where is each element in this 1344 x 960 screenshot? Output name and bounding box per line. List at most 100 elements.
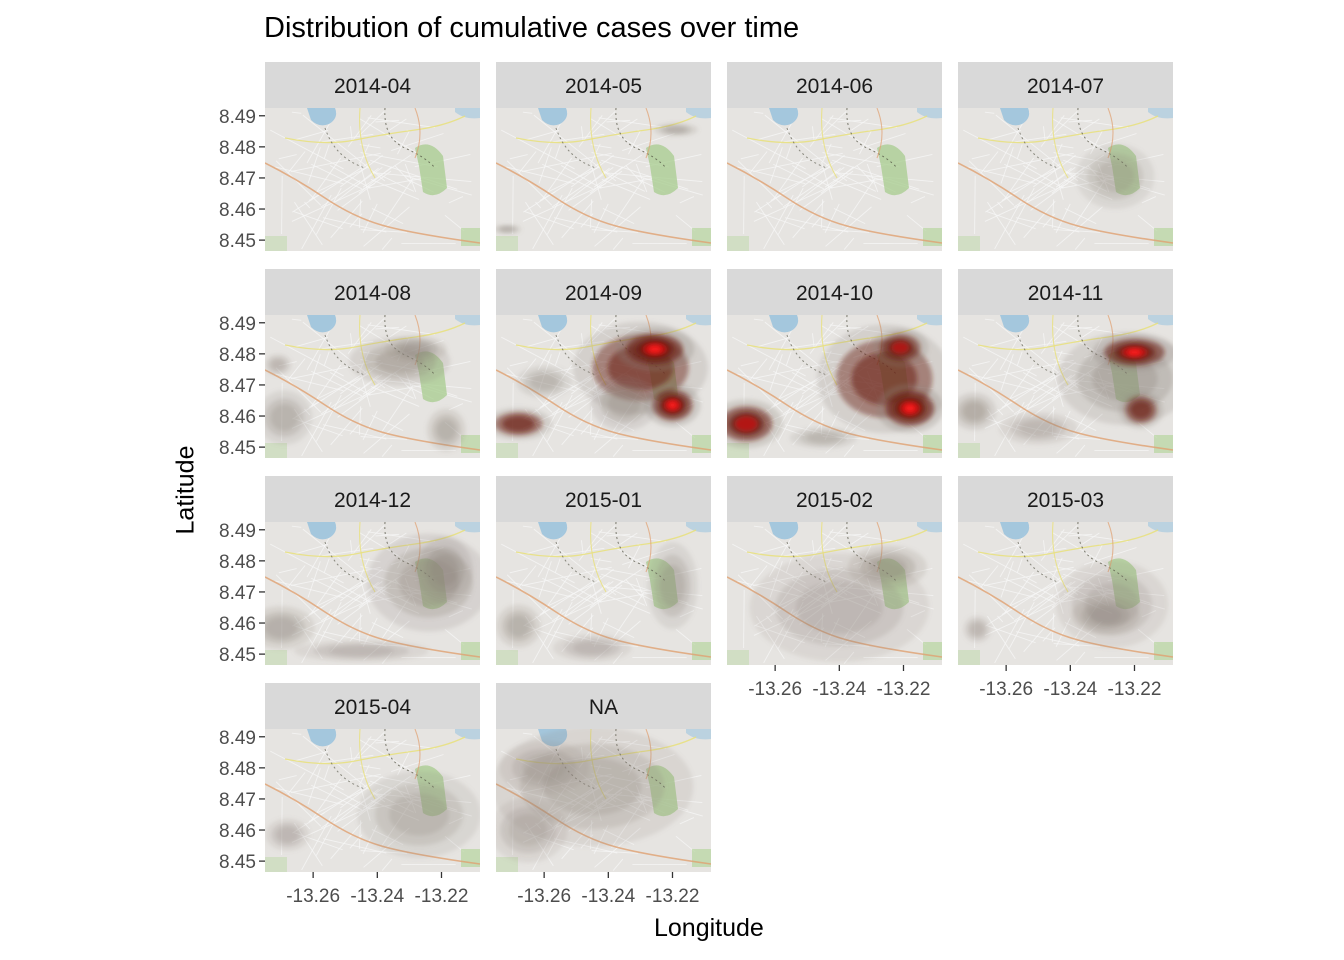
y-tick-label: 8.49	[219, 314, 256, 335]
facet-map-area	[496, 522, 711, 665]
x-tick-label: -13.26	[748, 679, 802, 700]
facet-panel: 2014-07	[958, 62, 1173, 251]
density-contour	[1019, 420, 1058, 437]
x-tick-label: -13.26	[286, 886, 340, 907]
facet-map-area	[265, 522, 480, 665]
density-contour	[508, 814, 548, 846]
density-contour	[734, 416, 758, 432]
y-tick-label: 8.48	[219, 345, 256, 366]
density-contour	[431, 554, 459, 587]
y-tick-label: 8.49	[219, 521, 256, 542]
facet-map-area	[265, 315, 480, 458]
facet-strip	[265, 269, 480, 315]
y-tick-label: 8.48	[219, 552, 256, 573]
facet-strip	[958, 269, 1173, 315]
facet-panel: 2014-11	[958, 269, 1173, 458]
density-contour	[507, 615, 530, 637]
facet-strip	[496, 683, 711, 729]
chart-title: Distribution of cumulative cases over ti…	[264, 12, 800, 44]
facet-panel: 2014-05	[496, 62, 711, 251]
density-contour	[891, 341, 910, 354]
density-contour	[522, 754, 566, 782]
y-tick-label: 8.45	[219, 231, 256, 252]
facet-panel: 2015-02 -13.26 -13.24 -13.22	[727, 476, 942, 700]
facet-strip	[265, 62, 480, 108]
density-contour	[389, 793, 450, 836]
density-contour	[530, 373, 558, 390]
x-tick-label: -13.24	[350, 886, 404, 907]
y-tick-label: 8.45	[219, 645, 256, 666]
facet-map-area	[496, 108, 711, 251]
facet-map-area	[265, 108, 480, 251]
x-tick-label: -13.22	[877, 679, 931, 700]
facet-strip-label: 2015-01	[565, 489, 642, 512]
y-tick-label: 8.46	[219, 200, 256, 221]
facet-strip-label: 2014-10	[796, 282, 873, 305]
facet-panel: 2014-04 8.45 8.46 8.47 8.48 8.49	[219, 62, 480, 252]
y-tick-label: 8.45	[219, 438, 256, 459]
facet-strip	[265, 476, 480, 522]
facet-strip-label: 2014-08	[334, 282, 411, 305]
facet-strip	[496, 62, 711, 108]
facet-panel: 2015-04 8.45 8.46 8.47 8.48 8.49 -13.26 -13.24-…	[219, 683, 480, 907]
facet-map-area	[958, 522, 1173, 665]
facet-panel: 2014-10	[727, 269, 942, 458]
y-tick-label: 8.47	[219, 790, 256, 811]
density-contour	[1130, 400, 1152, 420]
facet-panels: 2014-04 8.45 8.46 8.47 8.48 8.49 2014-05 2014-0…	[219, 62, 1173, 907]
density-contour	[276, 826, 299, 843]
facet-strip	[727, 476, 942, 522]
facet-panel: 2015-03 -13.26 -13.24 -13.22	[958, 476, 1173, 700]
x-tick-label: -13.26	[517, 886, 571, 907]
facet-map-area	[958, 315, 1173, 458]
y-tick-label: 8.45	[219, 852, 256, 873]
density-contour	[271, 359, 285, 371]
x-tick-label: -13.24	[812, 679, 866, 700]
y-tick-label: 8.48	[219, 759, 256, 780]
density-contour	[970, 622, 985, 636]
density-contour	[328, 645, 394, 657]
facet-strip	[496, 476, 711, 522]
x-tick-label: -13.24	[581, 886, 635, 907]
y-tick-label: 8.46	[219, 614, 256, 635]
density-contour	[664, 126, 687, 133]
facet-map-area	[958, 108, 1173, 251]
x-tick-label: -13.26	[979, 679, 1033, 700]
facet-strip-label: 2014-04	[334, 75, 411, 98]
density-contour	[904, 404, 916, 413]
facet-strip	[958, 476, 1173, 522]
facet-strip-label: 2015-03	[1027, 489, 1104, 512]
density-contour	[436, 419, 456, 441]
y-tick-label: 8.46	[219, 821, 256, 842]
x-tick-label: -13.22	[1108, 679, 1162, 700]
facet-map-area	[496, 315, 711, 458]
facet-strip-label: 2014-11	[1028, 282, 1104, 305]
density-contour	[400, 342, 431, 356]
y-axis-label: Latitude	[171, 445, 200, 535]
facet-strip-label: NA	[589, 696, 618, 719]
x-tick-label: -13.24	[1043, 679, 1097, 700]
y-tick-label: 8.47	[219, 169, 256, 190]
density-contour	[573, 641, 612, 655]
density-contour	[1127, 349, 1142, 356]
y-tick-label: 8.47	[219, 376, 256, 397]
facet-strip-label: 2015-02	[796, 489, 873, 512]
facet-map-area	[265, 729, 480, 872]
x-tick-label: -13.22	[415, 886, 469, 907]
facet-strip	[727, 62, 942, 108]
facet-panel: 2014-06	[727, 62, 942, 251]
density-contour	[270, 404, 298, 431]
facet-strip-label: 2014-06	[796, 75, 873, 98]
facet-strip	[265, 683, 480, 729]
facet-map-area	[496, 729, 711, 872]
density-contour	[500, 226, 515, 232]
facet-map-area	[727, 108, 942, 251]
density-contour	[607, 390, 641, 417]
density-contour	[660, 564, 685, 607]
facet-strip-label: 2014-12	[334, 489, 411, 512]
density-contour	[667, 401, 678, 409]
density-contour	[1096, 160, 1135, 193]
density-contour	[963, 402, 985, 421]
x-tick-label: -13.22	[646, 886, 700, 907]
